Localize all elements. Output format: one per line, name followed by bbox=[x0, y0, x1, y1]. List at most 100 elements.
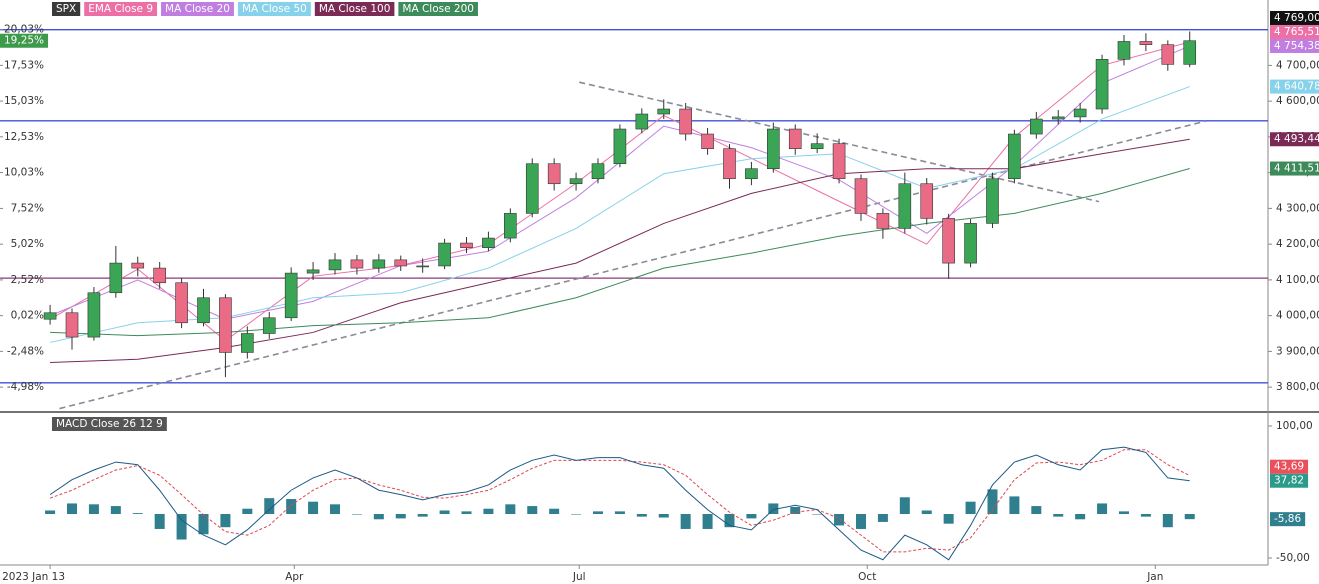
label: MA Close 200 bbox=[402, 3, 474, 15]
histogram-bar bbox=[67, 503, 78, 515]
histogram-bar bbox=[1009, 496, 1020, 515]
candle-body bbox=[131, 262, 145, 269]
candle-body bbox=[394, 259, 408, 267]
trend-line bbox=[579, 81, 1100, 203]
histogram-bar bbox=[198, 514, 209, 535]
histogram-bar bbox=[943, 514, 954, 524]
candle-body bbox=[613, 128, 627, 165]
y2-tick-label: 7,52% bbox=[11, 202, 44, 214]
candle-body bbox=[262, 317, 276, 334]
y2-tick-label: 20,03% bbox=[4, 24, 44, 36]
badge bbox=[1270, 24, 1319, 39]
histogram-bar bbox=[834, 514, 845, 526]
histogram-bar bbox=[987, 489, 998, 515]
histogram-bar bbox=[855, 514, 866, 529]
y-tick-label: 3 800,00 bbox=[1276, 381, 1319, 393]
y2-tick-label: -4,98% bbox=[7, 381, 44, 393]
candle-body bbox=[43, 312, 57, 320]
histogram-bar bbox=[614, 511, 625, 515]
histogram-bar bbox=[1162, 514, 1173, 528]
candle-body bbox=[854, 178, 868, 214]
candle-body bbox=[547, 163, 561, 185]
candle-body bbox=[701, 133, 714, 150]
badge bbox=[1270, 512, 1306, 527]
candle-body bbox=[1030, 118, 1043, 135]
histogram-bar bbox=[921, 510, 932, 515]
candle-body bbox=[832, 143, 846, 180]
ma-line bbox=[50, 138, 1190, 363]
histogram-bar bbox=[549, 508, 560, 515]
label: 43,69 bbox=[1274, 461, 1304, 473]
label: MA Close 100 bbox=[319, 3, 391, 15]
y-tick-label: 4 700,00 bbox=[1276, 59, 1319, 71]
label: EMA Close 9 bbox=[88, 3, 153, 15]
candle-body bbox=[1073, 108, 1087, 118]
badge bbox=[1270, 38, 1319, 53]
badge bbox=[84, 2, 158, 16]
badge bbox=[1270, 10, 1319, 25]
histogram-bar bbox=[1118, 511, 1129, 515]
candle-body bbox=[350, 259, 364, 269]
histogram-bar bbox=[1097, 503, 1108, 515]
label: MA Close 50 bbox=[242, 3, 307, 15]
y2-tick-label: 17,53% bbox=[4, 59, 44, 71]
y2-tick-label: 15,03% bbox=[4, 95, 44, 107]
label: -5,86 bbox=[1274, 513, 1301, 525]
candle-body bbox=[1095, 59, 1109, 110]
histogram-bar bbox=[45, 510, 56, 515]
histogram-bar bbox=[132, 513, 143, 515]
badge bbox=[0, 33, 49, 48]
badge bbox=[398, 2, 478, 16]
histogram-bar bbox=[1053, 514, 1064, 517]
histogram-bar bbox=[877, 514, 888, 522]
histogram-bar bbox=[899, 497, 910, 515]
histogram-bar bbox=[220, 514, 231, 528]
histogram-bar bbox=[636, 514, 647, 517]
candle-body bbox=[876, 213, 890, 229]
badge bbox=[52, 417, 167, 431]
y-tick-label: -50,00 bbox=[1276, 552, 1310, 564]
candle-body bbox=[241, 333, 254, 353]
candle-body bbox=[723, 148, 736, 180]
histogram-bar bbox=[242, 508, 253, 515]
candle-body bbox=[657, 108, 671, 115]
candle-body bbox=[525, 163, 539, 214]
histogram-bar bbox=[768, 503, 779, 515]
candle-body bbox=[197, 297, 210, 324]
candle-body bbox=[87, 292, 101, 338]
histogram-bar bbox=[461, 511, 472, 515]
badge bbox=[1270, 161, 1319, 176]
histogram-bar bbox=[680, 514, 691, 529]
histogram-bar bbox=[746, 514, 757, 519]
candle-body bbox=[1161, 44, 1175, 65]
histogram-bar bbox=[439, 510, 450, 515]
label: MACD Close 26 12 9 bbox=[56, 418, 163, 430]
candle-body bbox=[635, 113, 649, 130]
label: 4 411,51 bbox=[1274, 163, 1319, 175]
histogram-bar bbox=[373, 514, 384, 520]
x-tick-label: Jul bbox=[572, 571, 586, 583]
candle-body bbox=[175, 282, 188, 324]
histogram-bar bbox=[417, 514, 428, 517]
histogram-bar bbox=[812, 514, 823, 515]
label: 4 765,51 bbox=[1274, 26, 1319, 38]
candle-body bbox=[1139, 41, 1153, 45]
histogram-bar bbox=[483, 508, 494, 515]
candle-body bbox=[460, 242, 473, 249]
candle-body bbox=[1008, 133, 1021, 180]
histogram-bar bbox=[724, 514, 735, 528]
y-tick-label: 100,00 bbox=[1276, 420, 1313, 432]
candle-body bbox=[416, 265, 429, 268]
histogram-bar bbox=[395, 514, 406, 519]
histogram-bar bbox=[1031, 506, 1042, 515]
y-tick-label: 4 200,00 bbox=[1276, 238, 1319, 250]
histogram-bar bbox=[965, 501, 976, 515]
badge bbox=[314, 2, 395, 16]
label: 4 493,44 bbox=[1274, 133, 1319, 145]
histogram-bar bbox=[286, 499, 297, 515]
histogram-bar bbox=[702, 514, 713, 529]
badge bbox=[237, 2, 311, 16]
ma-line bbox=[49, 86, 1190, 343]
candle-body bbox=[372, 259, 386, 269]
candle-body bbox=[767, 128, 780, 170]
